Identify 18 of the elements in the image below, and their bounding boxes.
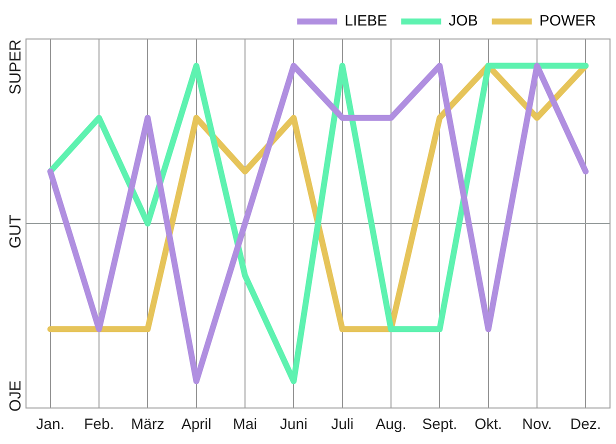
x-tick-label: März (130, 416, 164, 434)
text: SUPER (7, 39, 24, 95)
x-tick-label: Mai (232, 416, 258, 434)
x-tick-label: Juni (280, 416, 308, 434)
text: OJE (7, 380, 24, 412)
text: GUT (7, 214, 24, 248)
x-tick-label: April (181, 416, 212, 434)
legend-label: JOB (448, 12, 478, 30)
x-tick-label: Jan. (36, 416, 65, 434)
x-tick-label: Sept. (422, 416, 458, 434)
x-tick-label: Aug. (376, 416, 406, 434)
legend-label: POWER (539, 12, 596, 30)
x-tick-label: Dez. (570, 416, 602, 434)
x-tick-label: Juli (331, 416, 354, 434)
x-tick-label: Okt. (474, 416, 502, 434)
x-tick-label: Nov. (522, 416, 552, 434)
legend-label: LIEBE (344, 12, 388, 30)
x-tick-label: Feb. (84, 416, 114, 434)
